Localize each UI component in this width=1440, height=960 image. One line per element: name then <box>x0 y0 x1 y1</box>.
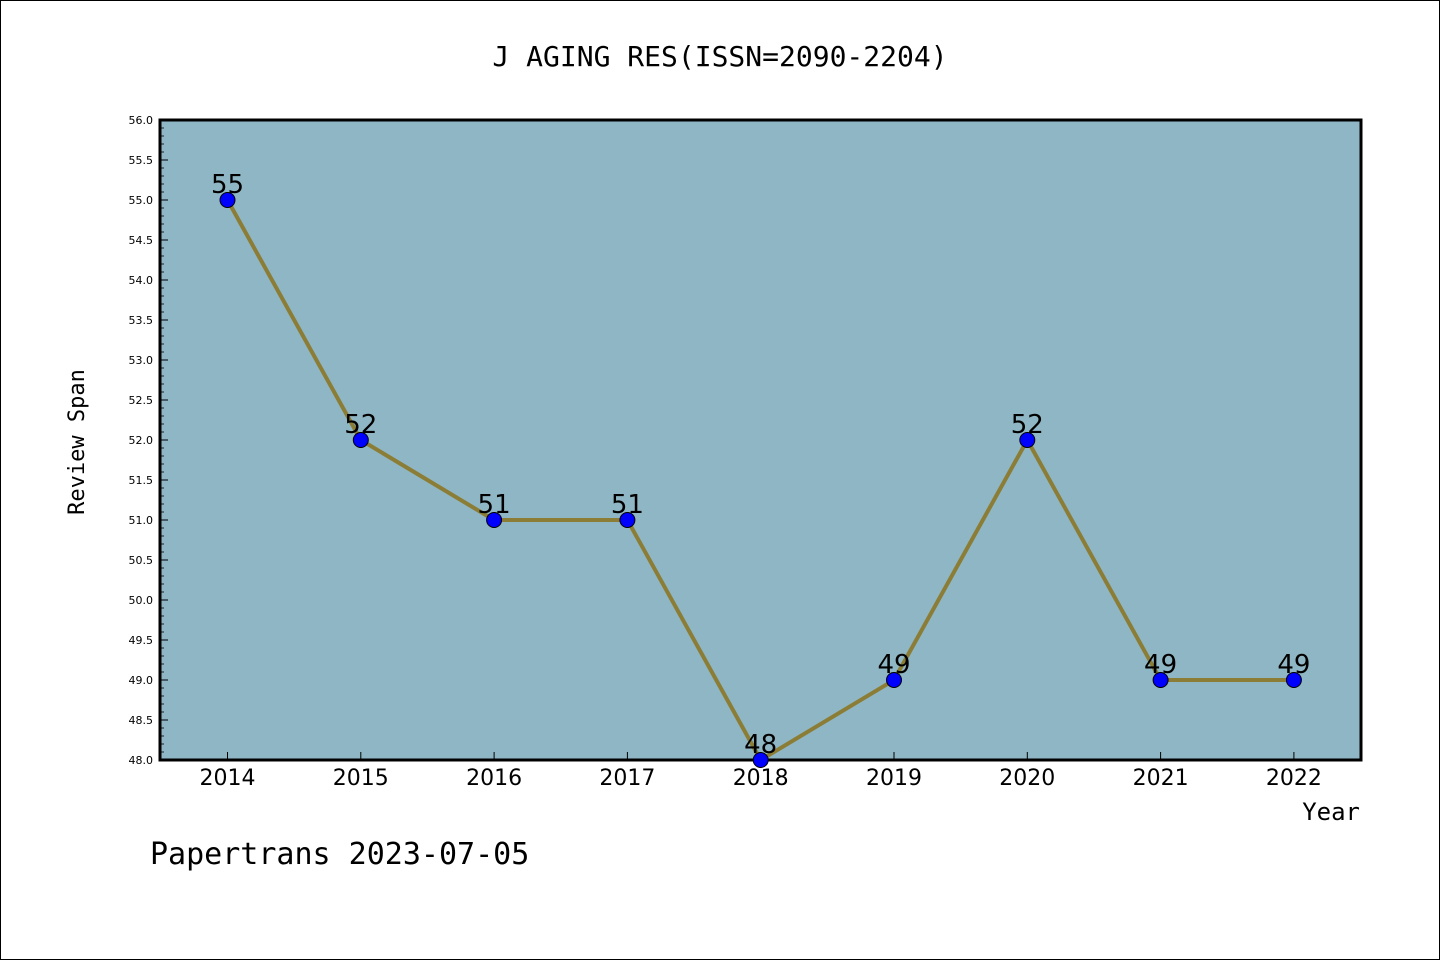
y-tick-label: 56.0 <box>129 114 154 127</box>
y-tick-label: 54.5 <box>129 234 154 247</box>
y-tick-label: 49.0 <box>129 674 154 687</box>
data-point <box>1152 672 1169 688</box>
y-axis-label: Review Span <box>65 369 90 515</box>
y-tick-label: 51.5 <box>129 474 154 487</box>
data-label: 49 <box>1144 650 1177 680</box>
data-point <box>752 752 769 768</box>
y-tick-label: 49.5 <box>129 634 154 647</box>
y-tick-label: 48.5 <box>129 714 154 727</box>
series-markers <box>219 192 1302 768</box>
x-axis-label: Year <box>1302 798 1360 826</box>
footer-text: Papertrans 2023-07-05 <box>150 837 529 872</box>
x-tick-label: 2016 <box>466 766 522 791</box>
x-tick-label: 2014 <box>200 766 256 791</box>
x-tick-label: 2019 <box>866 766 922 791</box>
y-tick-label: 54.0 <box>129 274 154 287</box>
x-tick-label: 2017 <box>599 766 655 791</box>
data-label: 49 <box>1277 650 1310 680</box>
x-tick-label: 2021 <box>1133 766 1189 791</box>
y-tick-label: 51.0 <box>129 514 154 527</box>
x-tick-label: 2020 <box>999 766 1055 791</box>
data-point <box>486 512 503 528</box>
data-point <box>1019 432 1036 448</box>
data-point <box>1285 672 1302 688</box>
data-label: 48 <box>744 730 777 760</box>
y-axis: 48.0 48.5 49.0 49.5 50.0 50.5 51.0 51.5 52.0 52.5… <box>129 114 168 767</box>
y-tick-label: 48.0 <box>129 754 154 767</box>
y-tick-label: 55.0 <box>129 194 154 207</box>
plot-area <box>158 118 1363 762</box>
data-label: 51 <box>478 490 511 520</box>
y-tick-label: 53.5 <box>129 314 154 327</box>
data-label: 49 <box>877 650 910 680</box>
x-tick-label: 2022 <box>1266 766 1322 791</box>
x-axis: 2014 2015 2016 2017 2018 2019 2020 2021 2022 <box>200 752 1322 791</box>
data-label: 52 <box>344 410 377 440</box>
data-label: 52 <box>1011 410 1044 440</box>
y-tick-label: 52.5 <box>129 394 154 407</box>
data-labels: 55 52 51 51 48 49 52 49 49 <box>211 170 1310 760</box>
data-point <box>619 512 636 528</box>
y-tick-label: 55.5 <box>129 154 154 167</box>
data-point <box>352 432 369 448</box>
data-point <box>886 672 902 688</box>
chart-title: J AGING RES(ISSN=2090-2204) <box>492 40 947 73</box>
y-tick-label: 52.0 <box>129 434 154 447</box>
y-tick-label: 50.5 <box>129 554 154 567</box>
x-tick-label: 2018 <box>733 766 789 791</box>
y-tick-label: 50.0 <box>129 594 154 607</box>
y-tick-label: 53.0 <box>129 354 154 367</box>
data-label: 51 <box>611 490 644 520</box>
data-label: 55 <box>211 170 244 200</box>
data-point <box>219 192 236 208</box>
x-tick-label: 2015 <box>333 766 389 791</box>
